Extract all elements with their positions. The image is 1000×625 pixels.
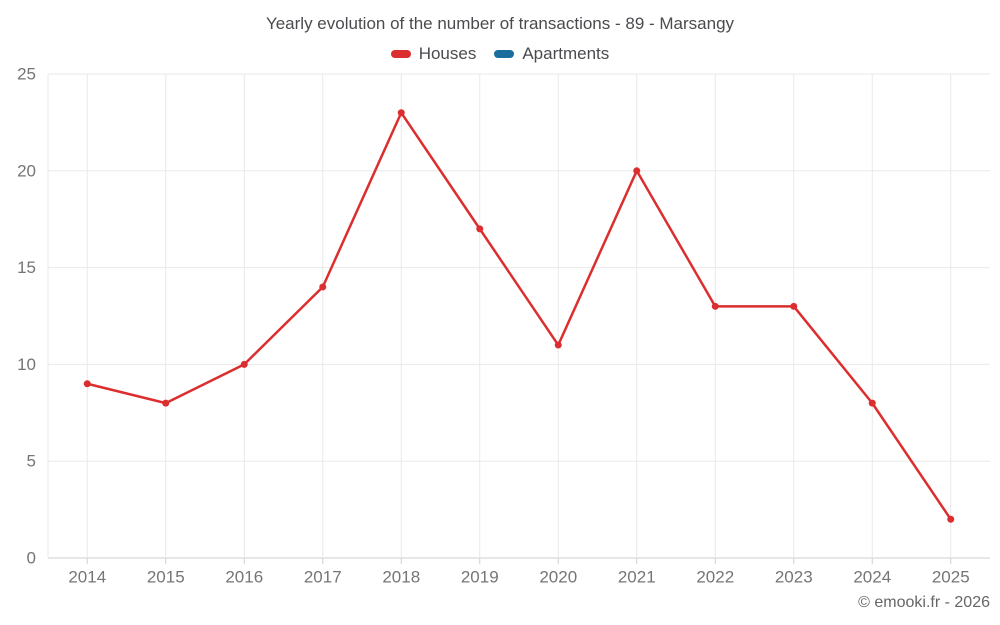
- svg-text:0: 0: [27, 549, 36, 568]
- chart-title: Yearly evolution of the number of transa…: [265, 14, 735, 33]
- legend-item-apartments[interactable]: Apartments: [494, 44, 609, 64]
- svg-text:10: 10: [17, 355, 36, 374]
- legend-label-apartments: Apartments: [522, 44, 610, 63]
- svg-text:2014: 2014: [68, 568, 106, 587]
- legend-item-houses[interactable]: Houses: [390, 44, 477, 64]
- legend: Houses Apartments: [0, 44, 1000, 64]
- svg-text:25: 25: [17, 65, 36, 84]
- legend-label-houses: Houses: [418, 44, 477, 63]
- svg-text:2015: 2015: [147, 568, 185, 587]
- svg-text:2018: 2018: [382, 568, 420, 587]
- svg-text:2020: 2020: [539, 568, 577, 587]
- svg-text:5: 5: [27, 452, 36, 471]
- svg-text:15: 15: [17, 258, 36, 277]
- svg-text:20: 20: [17, 161, 36, 180]
- svg-text:2019: 2019: [461, 568, 499, 587]
- houses-series-swatch-icon: [390, 50, 411, 58]
- svg-text:2023: 2023: [775, 568, 813, 587]
- copyright-text: © emooki.fr - 2026: [858, 594, 990, 611]
- svg-text:2025: 2025: [932, 568, 970, 587]
- svg-text:2022: 2022: [696, 568, 734, 587]
- svg-text:2021: 2021: [618, 568, 656, 587]
- svg-text:2024: 2024: [853, 568, 891, 587]
- apartments-series-swatch-icon: [494, 50, 515, 58]
- svg-text:2016: 2016: [225, 568, 263, 587]
- svg-text:2017: 2017: [304, 568, 342, 587]
